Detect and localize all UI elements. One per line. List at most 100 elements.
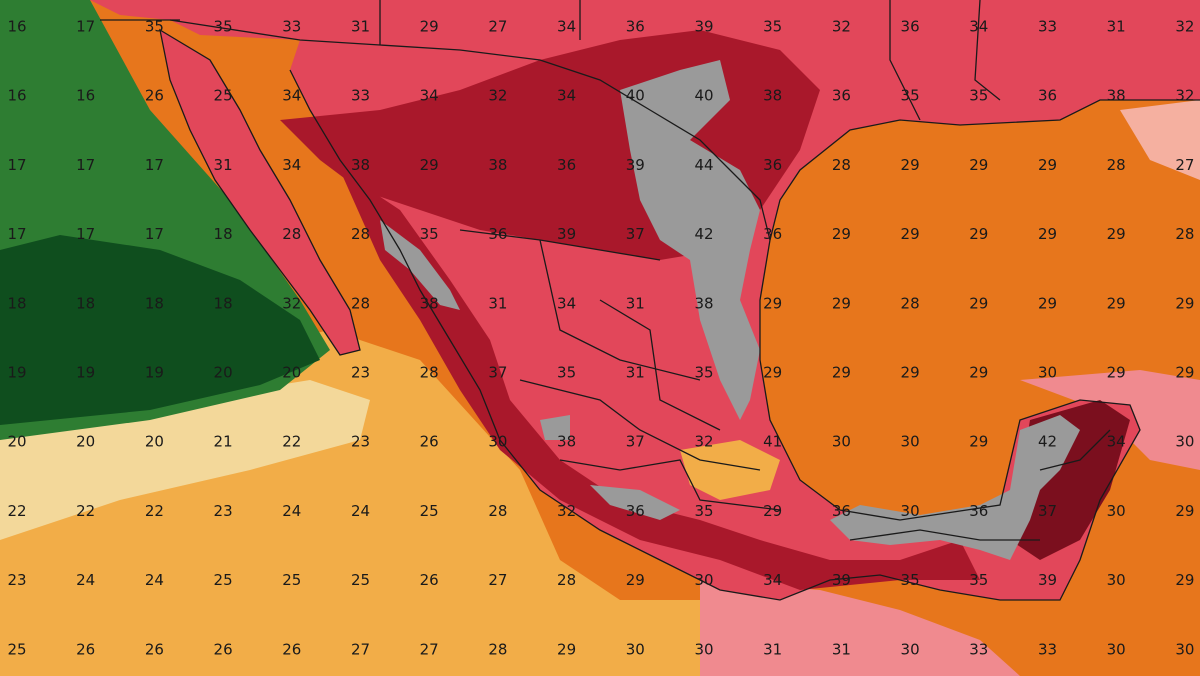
temperature-label: 28	[1175, 225, 1194, 243]
usa-land	[90, 0, 1200, 240]
temperature-label: 30	[1107, 502, 1126, 520]
temperature-label: 22	[145, 502, 164, 520]
mx-state-3	[599, 299, 721, 431]
temperature-label: 19	[76, 364, 95, 382]
coastline-mainland	[289, 69, 1200, 601]
temperature-label: 26	[420, 571, 439, 589]
temperature-label: 30	[626, 640, 645, 658]
temperature-label: 35	[145, 18, 164, 36]
temperature-label: 26	[145, 87, 164, 105]
temperature-label: 29	[969, 294, 988, 312]
temperature-label: 29	[969, 156, 988, 174]
temperature-label: 30	[694, 640, 713, 658]
temperature-label: 24	[145, 571, 164, 589]
temperature-label: 20	[214, 364, 233, 382]
temperature-label: 27	[488, 18, 507, 36]
political-borders	[100, 0, 1200, 601]
temperature-label: 18	[145, 294, 164, 312]
temperature-label: 36	[832, 502, 851, 520]
temperature-label: 29	[1175, 294, 1194, 312]
temperature-label: 31	[488, 294, 507, 312]
mx-state-1	[459, 229, 661, 261]
temperature-label: 29	[420, 18, 439, 36]
temperature-label: 28	[488, 502, 507, 520]
temperature-label: 29	[763, 364, 782, 382]
temperature-label: 29	[420, 156, 439, 174]
mx-state-2	[539, 239, 701, 381]
pacific-dark-green-zone	[0, 235, 320, 425]
temperature-label: 36	[969, 502, 988, 520]
temperature-label: 29	[1038, 294, 1057, 312]
temperature-label: 17	[76, 225, 95, 243]
temperature-label: 40	[626, 87, 645, 105]
temperature-label: 30	[832, 433, 851, 451]
temperature-label: 29	[901, 225, 920, 243]
temperature-label: 25	[351, 571, 370, 589]
temperature-label: 17	[145, 225, 164, 243]
temperature-label: 30	[1175, 433, 1194, 451]
temperature-label: 29	[1038, 156, 1057, 174]
temperature-label: 31	[351, 18, 370, 36]
temperature-label: 42	[1038, 433, 1057, 451]
gray-extreme-south	[590, 485, 680, 520]
temperature-label: 29	[832, 364, 851, 382]
us-mexico-border	[169, 19, 771, 241]
temperature-label: 33	[351, 87, 370, 105]
temperature-label: 41	[763, 433, 782, 451]
temperature-label: 29	[969, 364, 988, 382]
temperature-label: 38	[557, 433, 576, 451]
temperature-label: 37	[1038, 502, 1057, 520]
temperature-label: 20	[145, 433, 164, 451]
state-line-4	[974, 0, 1001, 101]
temperature-label: 29	[1107, 225, 1126, 243]
central-orange-zone	[680, 440, 780, 500]
temperature-label: 34	[282, 87, 301, 105]
gulf-pink-zone	[1120, 100, 1200, 180]
temperature-label: 30	[1107, 640, 1126, 658]
temperature-label: 23	[7, 571, 26, 589]
temperature-label: 29	[1175, 571, 1194, 589]
temperature-label: 29	[969, 433, 988, 451]
temperature-label: 36	[763, 225, 782, 243]
temperature-label: 32	[557, 502, 576, 520]
temperature-label: 28	[901, 294, 920, 312]
temperature-label: 36	[1038, 87, 1057, 105]
temperature-label: 29	[557, 640, 576, 658]
temperature-label: 27	[488, 571, 507, 589]
temperature-label: 35	[420, 225, 439, 243]
temperature-label: 26	[214, 640, 233, 658]
temperature-label: 32	[488, 87, 507, 105]
temperature-label: 28	[351, 225, 370, 243]
southern-pink-zone	[700, 580, 1020, 676]
temperature-label: 17	[76, 156, 95, 174]
temperature-label: 39	[626, 156, 645, 174]
temperature-label: 42	[694, 225, 713, 243]
temperature-label: 33	[1038, 640, 1057, 658]
temperature-label: 34	[557, 294, 576, 312]
temperature-label: 30	[1107, 571, 1126, 589]
temperature-label: 22	[282, 433, 301, 451]
temperature-label: 34	[557, 87, 576, 105]
temperature-label: 23	[351, 364, 370, 382]
temperature-label: 26	[145, 640, 164, 658]
temperature-label: 37	[488, 364, 507, 382]
temperature-label: 28	[488, 640, 507, 658]
temperature-label: 25	[282, 571, 301, 589]
temperature-label: 30	[901, 640, 920, 658]
temperature-label: 39	[832, 571, 851, 589]
temperature-label: 19	[7, 364, 26, 382]
temperature-label: 26	[76, 640, 95, 658]
temperature-label: 32	[282, 294, 301, 312]
temperature-label: 28	[557, 571, 576, 589]
temperature-label: 38	[1107, 87, 1126, 105]
temperature-label: 38	[694, 294, 713, 312]
temperature-label: 16	[7, 18, 26, 36]
temperature-label: 26	[282, 640, 301, 658]
temperature-label: 18	[214, 294, 233, 312]
mx-state-5	[559, 459, 781, 511]
temperature-label: 22	[76, 502, 95, 520]
temperature-label: 25	[214, 571, 233, 589]
temperature-label: 39	[1038, 571, 1057, 589]
